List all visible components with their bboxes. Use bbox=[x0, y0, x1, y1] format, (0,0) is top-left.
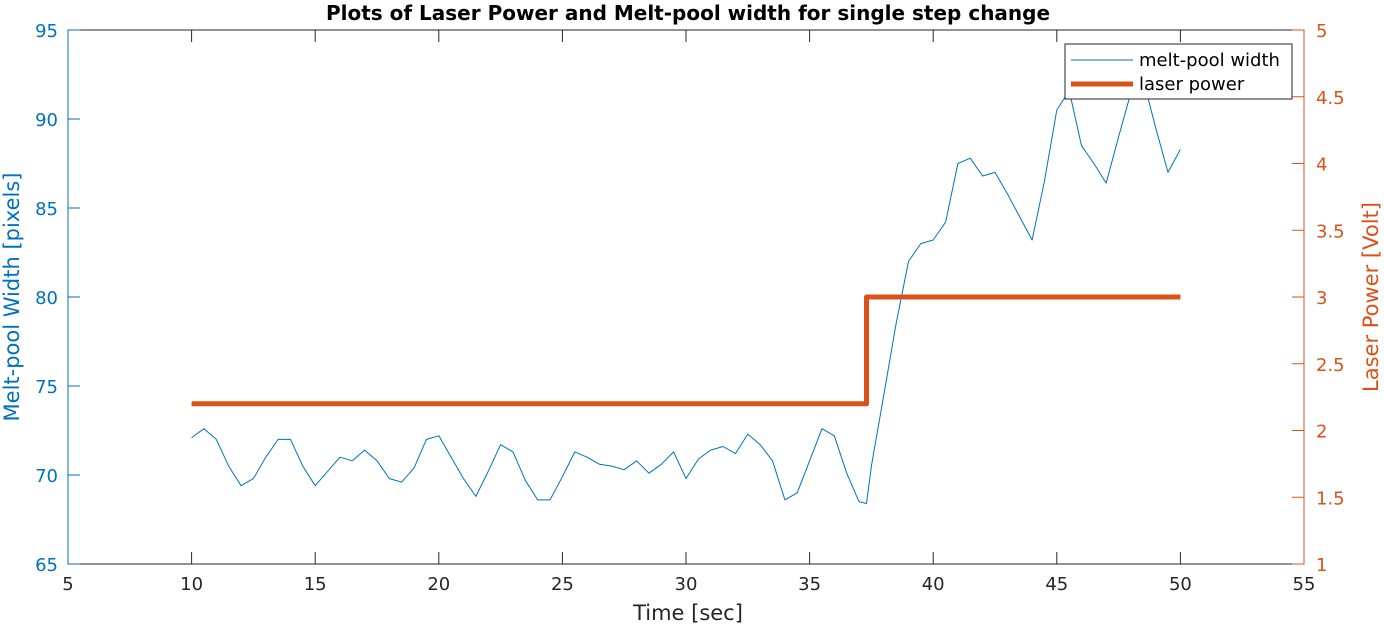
legend-melt-pool-label: melt-pool width bbox=[1139, 50, 1280, 71]
left-y-tick-label: 90 bbox=[35, 110, 58, 131]
right-y-axis-label: Laser Power [Volt] bbox=[1359, 202, 1383, 392]
laser-power-line bbox=[191, 294, 1181, 407]
x-tick-label: 10 bbox=[180, 574, 203, 595]
left-y-tick-label: 80 bbox=[35, 288, 58, 309]
right-y-axis: 1 1.5 2 2.5 3 3.5 4 4.5 5 bbox=[1292, 21, 1345, 576]
right-y-tick-label: 1.5 bbox=[1316, 488, 1345, 509]
left-y-axis-label: Melt-pool Width [pixels] bbox=[0, 173, 24, 422]
left-y-tick-label: 65 bbox=[35, 555, 58, 576]
x-tick-label: 15 bbox=[304, 574, 327, 595]
x-tick-label: 55 bbox=[1293, 574, 1316, 595]
right-y-tick-label: 1 bbox=[1316, 555, 1327, 576]
left-y-tick-label: 95 bbox=[35, 21, 58, 42]
right-y-tick-label: 3 bbox=[1316, 288, 1327, 309]
legend-laser-power-label: laser power bbox=[1139, 74, 1245, 95]
right-y-tick-label: 3.5 bbox=[1316, 221, 1345, 242]
legend: melt-pool width laser power bbox=[1064, 43, 1293, 100]
x-tick-label: 20 bbox=[427, 574, 450, 595]
left-y-axis: 65 70 75 80 85 90 95 bbox=[35, 21, 80, 576]
x-tick-label: 25 bbox=[551, 574, 574, 595]
x-tick-label: 50 bbox=[1169, 574, 1192, 595]
x-tick-label: 35 bbox=[798, 574, 821, 595]
left-y-tick-label: 75 bbox=[35, 377, 58, 398]
left-y-tick-label: 70 bbox=[35, 466, 58, 487]
x-axis-label: Time [sec] bbox=[632, 601, 743, 625]
series-layer bbox=[191, 79, 1181, 504]
x-axis: 5 10 15 20 25 30 35 40 45 50 55 bbox=[62, 30, 1315, 595]
x-tick-label: 30 bbox=[675, 574, 698, 595]
left-y-tick-label: 85 bbox=[35, 199, 58, 220]
right-y-tick-label: 4.5 bbox=[1316, 88, 1345, 109]
x-tick-label: 45 bbox=[1045, 574, 1068, 595]
x-tick-label: 40 bbox=[922, 574, 945, 595]
right-y-tick-label: 2.5 bbox=[1316, 355, 1345, 376]
right-y-tick-label: 2 bbox=[1316, 422, 1327, 443]
legend-box bbox=[1064, 43, 1293, 100]
x-tick-label: 5 bbox=[62, 574, 73, 595]
chart-title: Plots of Laser Power and Melt-pool width… bbox=[326, 1, 1050, 25]
right-y-tick-label: 5 bbox=[1316, 21, 1327, 42]
right-y-tick-label: 4 bbox=[1316, 155, 1327, 176]
melt-pool-width-line bbox=[191, 79, 1181, 504]
